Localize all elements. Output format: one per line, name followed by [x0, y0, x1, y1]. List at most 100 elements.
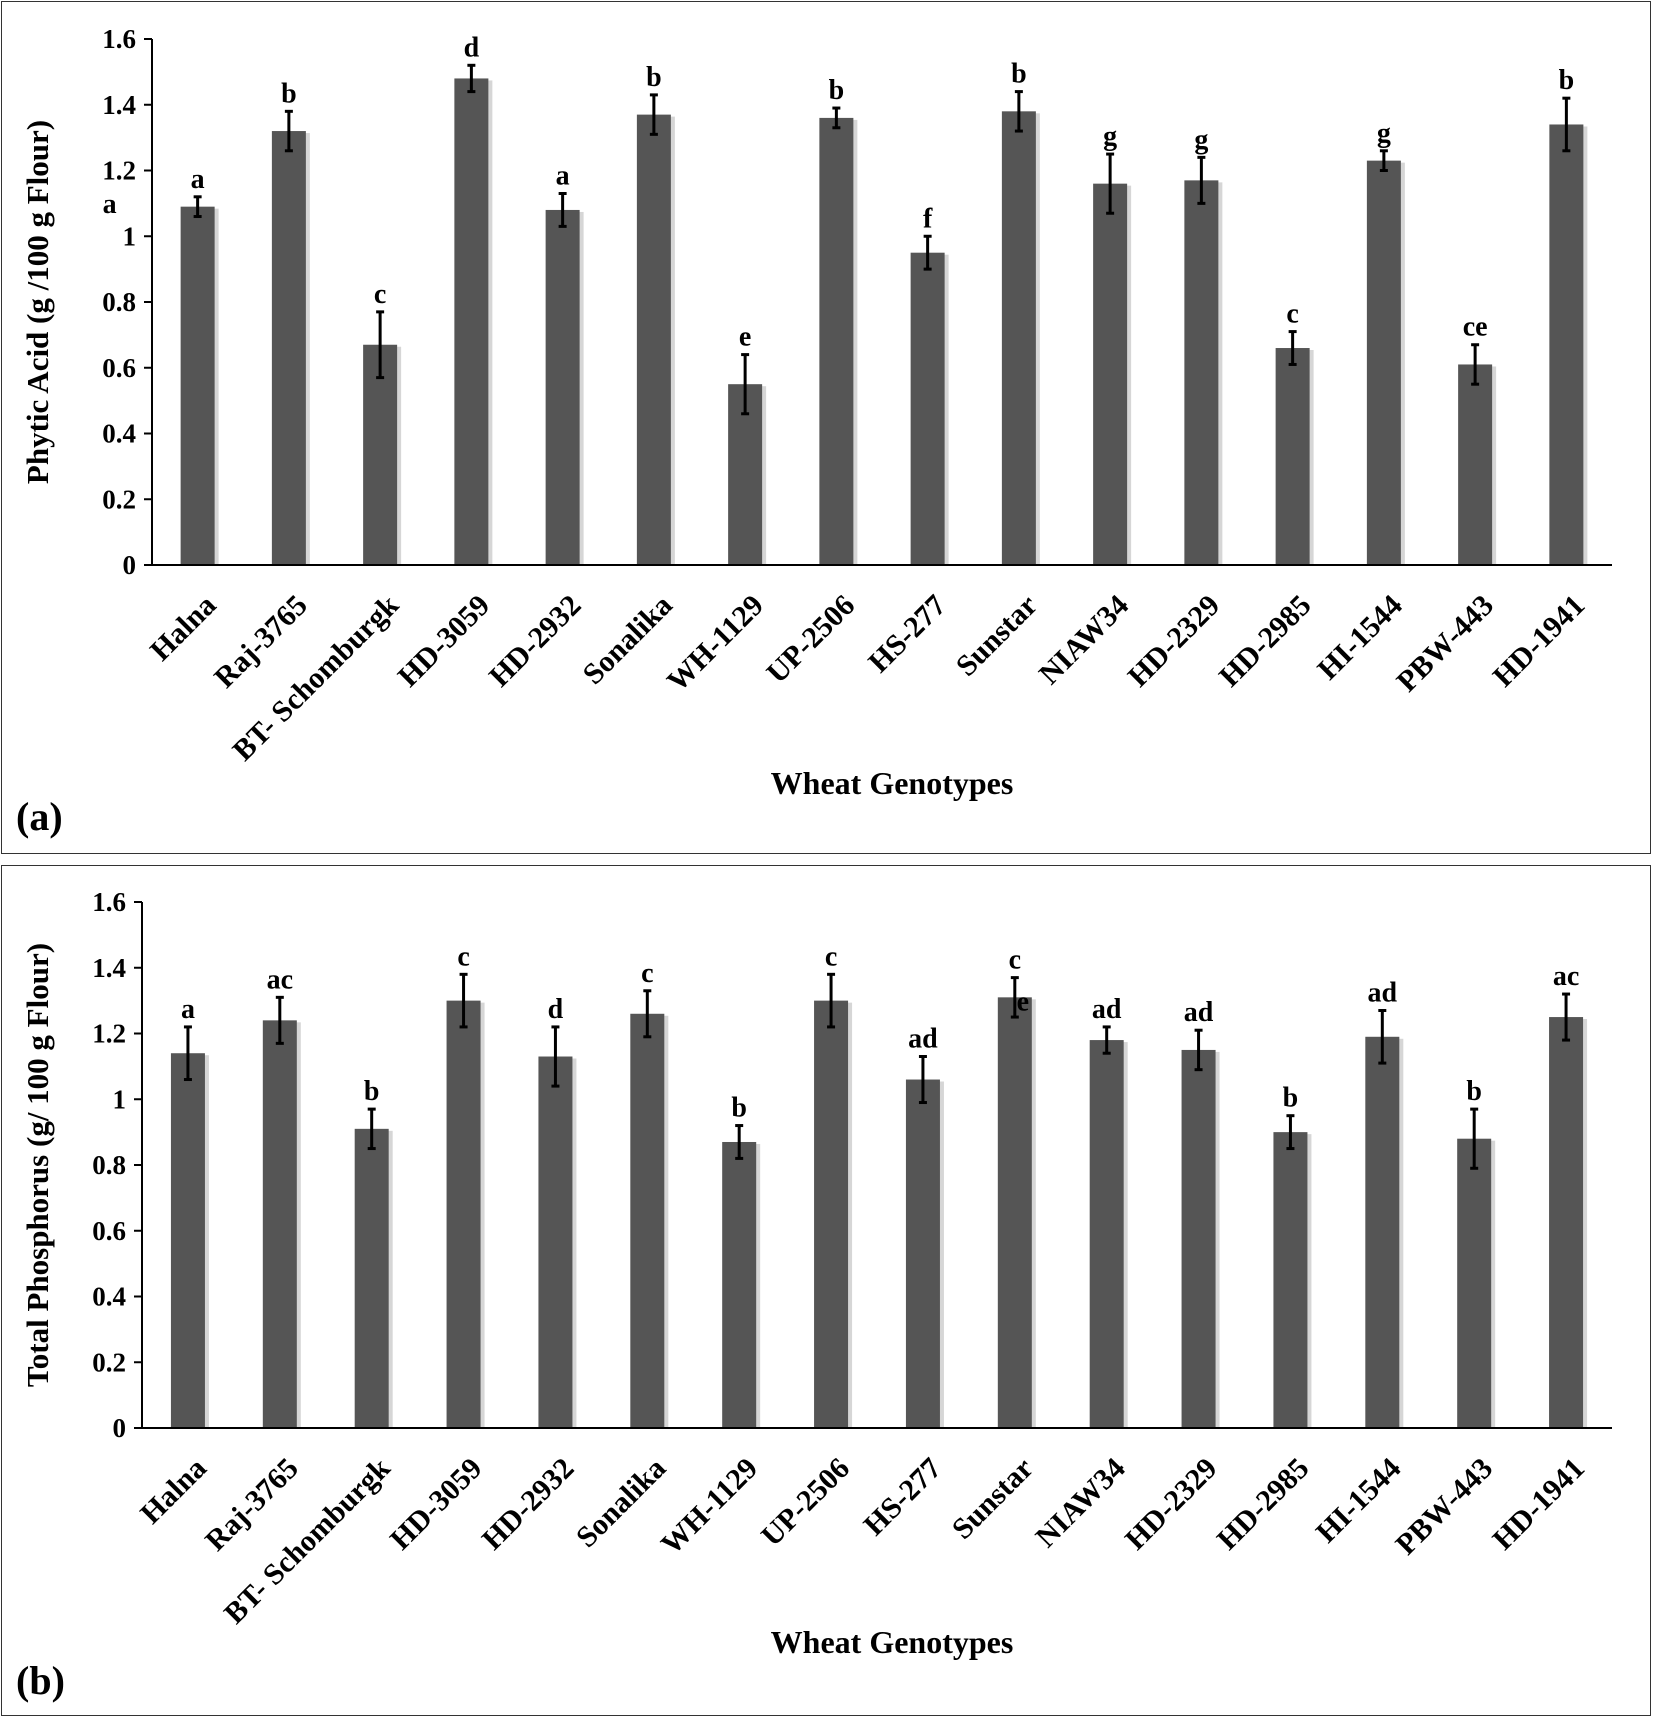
bar — [545, 209, 580, 565]
x-category-label: Sunstar — [950, 589, 1044, 683]
x-category-label: HS-277 — [857, 1452, 948, 1543]
bar — [905, 1079, 940, 1428]
x-category-label: UP-2506 — [755, 1452, 856, 1553]
significance-label: b — [646, 62, 662, 93]
significance-label: b — [1283, 1083, 1299, 1114]
y-tick-label: 1 — [123, 221, 137, 251]
x-category-label: WH-1129 — [661, 589, 770, 698]
x-category-label: HD-2932 — [483, 589, 588, 694]
x-category-label: HD-3059 — [392, 589, 497, 694]
y-tick-label: 0 — [113, 1413, 127, 1443]
significance-label: ce — [1463, 312, 1488, 343]
x-axis-label: Wheat Genotypes — [771, 1624, 1014, 1660]
total-phosphorus-chart: 00.20.40.60.811.21.41.6aHalnaacRaj-3765b… — [16, 887, 1612, 1703]
significance-label: ac — [267, 964, 293, 995]
significance-label: ad — [1184, 997, 1214, 1028]
y-axis-label: Total Phosphorus (g/ 100 g Flour) — [20, 943, 55, 1387]
bar — [1549, 1017, 1584, 1428]
significance-label: b — [1559, 65, 1575, 96]
bar — [1457, 1138, 1492, 1428]
bar — [1184, 180, 1219, 566]
significance-label: g — [1194, 124, 1208, 155]
significance-label: c — [457, 941, 469, 972]
y-tick-label: 1.6 — [92, 887, 126, 917]
significance-label: c — [374, 279, 386, 310]
bar — [446, 1000, 481, 1428]
y-tick-label: 1.4 — [92, 953, 126, 983]
x-category-label: HD-2329 — [1119, 1452, 1224, 1557]
y-tick-label: 1 — [113, 1084, 127, 1114]
significance-label: ad — [1092, 994, 1122, 1025]
significance-label: g — [1103, 121, 1117, 152]
bar — [170, 1053, 205, 1428]
bar — [819, 117, 854, 566]
x-category-label: NIAW34 — [1033, 589, 1135, 691]
significance-label: e — [739, 322, 751, 353]
x-category-label: HD-2932 — [476, 1452, 581, 1557]
significance-label: c — [641, 958, 653, 989]
y-tick-label: 0.6 — [102, 353, 136, 383]
y-tick-label: 1.4 — [102, 90, 136, 120]
significance-label: c — [1286, 299, 1298, 330]
extra-annotation: a — [103, 189, 117, 220]
bar — [538, 1056, 573, 1428]
y-tick-label: 1.2 — [92, 1019, 126, 1049]
x-category-label: HD-2985 — [1211, 1452, 1316, 1557]
bar — [454, 78, 489, 565]
chart-panel-a: 0 0.2 0.4 0.6 0.8 1 1.2 1.4 1.6 a Halna b Raj-3765 c B… — [1, 1, 1651, 854]
significance-label: a — [556, 161, 570, 192]
x-category-label: HD-2329 — [1122, 589, 1227, 694]
significance-label: ad — [1368, 977, 1398, 1008]
bar — [910, 252, 945, 565]
bar — [363, 344, 398, 565]
bar — [1275, 348, 1310, 565]
bar — [997, 997, 1032, 1428]
bar — [1001, 111, 1036, 565]
significance-label: b — [364, 1076, 380, 1107]
chart-panel-b: 0 0.2 0.4 0.6 0.8 1 1.2 1.4 1.6 a Halna ac Raj-3765 b… — [1, 865, 1651, 1716]
significance-label: ad — [908, 1024, 938, 1055]
bar — [1458, 364, 1493, 565]
phytic-acid-chart: 00.20.40.60.811.21.41.6aHalnabRaj-3765cB… — [16, 24, 1612, 839]
bar — [630, 1013, 665, 1428]
x-category-label: Halna — [144, 589, 223, 668]
bar — [1273, 1132, 1308, 1428]
x-category-label: PBW-443 — [1390, 589, 1500, 699]
significance-label: a — [191, 164, 205, 195]
y-tick-label: 0.2 — [102, 484, 136, 514]
significance-label: c — [1009, 945, 1021, 976]
x-category-label: Sunstar — [946, 1452, 1040, 1546]
significance-label: g — [1377, 118, 1391, 149]
y-axis-label: Phytic Acid (g /100 g Flour) — [20, 120, 55, 484]
significance-label: b — [1466, 1076, 1482, 1107]
x-category-label: BT- Schomburgk — [226, 588, 405, 767]
bar — [1181, 1049, 1216, 1428]
extra-annotation: e — [1017, 986, 1029, 1017]
significance-label: d — [548, 994, 564, 1025]
x-category-label: PBW-443 — [1389, 1452, 1499, 1562]
x-category-label: HD-1941 — [1486, 1452, 1591, 1557]
x-category-label: HD-1941 — [1487, 589, 1592, 694]
bar — [722, 1141, 757, 1428]
panel-label: (a) — [16, 794, 63, 839]
bar — [814, 1000, 849, 1428]
significance-label: ac — [1553, 961, 1579, 992]
significance-label: f — [923, 203, 933, 234]
bar — [636, 114, 671, 566]
bar — [271, 131, 306, 566]
x-category-label: HD-2985 — [1213, 589, 1318, 694]
significance-label: b — [829, 75, 845, 106]
panel-label: (b) — [16, 1658, 65, 1703]
y-tick-label: 1.6 — [102, 24, 136, 54]
x-category-label: BT- Schomburgk — [218, 1451, 397, 1630]
bar — [262, 1020, 297, 1428]
significance-label: b — [731, 1093, 747, 1124]
x-category-label: HD-3059 — [384, 1452, 489, 1557]
significance-label: a — [181, 994, 195, 1025]
bar — [354, 1128, 389, 1428]
bar — [1093, 183, 1128, 565]
x-axis-label: Wheat Genotypes — [771, 765, 1014, 801]
significance-label: d — [464, 32, 480, 63]
bar — [1089, 1040, 1124, 1428]
x-category-label: Halna — [134, 1452, 213, 1531]
